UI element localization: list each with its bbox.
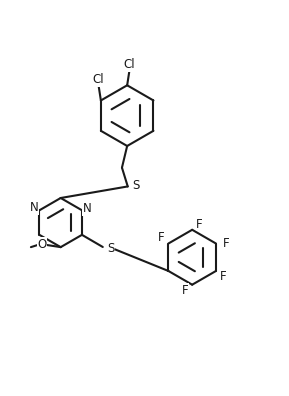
Text: Cl: Cl [93, 73, 104, 86]
Text: S: S [132, 179, 140, 192]
Text: S: S [107, 242, 114, 255]
Text: N: N [83, 202, 92, 215]
Text: N: N [30, 202, 39, 215]
Text: F: F [158, 231, 164, 244]
Text: Cl: Cl [124, 58, 135, 71]
Text: F: F [220, 270, 227, 283]
Text: F: F [196, 217, 203, 230]
Text: O: O [37, 238, 47, 251]
Text: F: F [182, 284, 188, 297]
Text: F: F [223, 237, 229, 250]
